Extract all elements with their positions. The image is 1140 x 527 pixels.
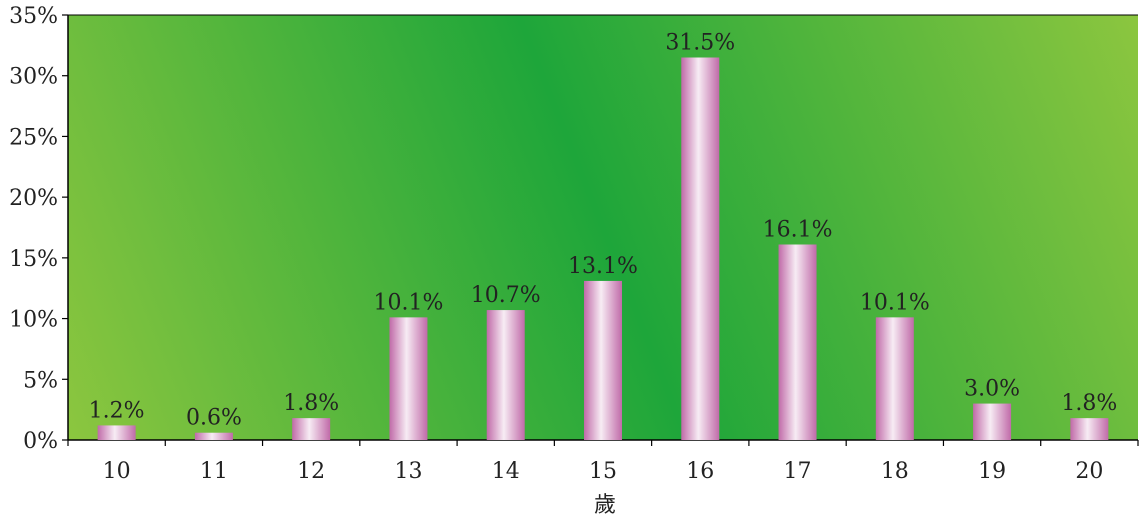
x-tick-label: 19 (978, 459, 1006, 484)
bars (97, 57, 1109, 440)
x-tick-label: 15 (589, 459, 617, 484)
bar (875, 317, 914, 440)
data-label: 3.0% (964, 377, 1020, 402)
x-axis: 10 11 12 13 14 15 16 17 18 19 20 (67, 439, 1139, 484)
x-tick-label: 11 (200, 459, 228, 484)
y-axis: 0% 5% 10% 15% 20% 25% 30% 35% (9, 4, 1138, 454)
y-tick-label: 15% (9, 247, 58, 272)
x-tick-label: 12 (297, 459, 325, 484)
bar (681, 57, 720, 440)
data-label: 1.8% (1061, 391, 1117, 416)
x-tick-label: 10 (103, 459, 131, 484)
x-tick-label: 18 (881, 459, 909, 484)
x-tick-label: 13 (394, 459, 422, 484)
y-tick-label: 35% (9, 4, 58, 29)
x-axis-title: 歲 (594, 493, 616, 518)
data-label: 31.5% (665, 31, 735, 56)
bar (1070, 418, 1109, 440)
data-label: 10.1% (374, 290, 444, 315)
bar (778, 244, 817, 440)
y-tick-label: 25% (9, 125, 58, 150)
x-tick-label: 20 (1075, 459, 1103, 484)
x-tick-label: 17 (784, 459, 812, 484)
bar (389, 317, 428, 440)
data-label: 1.2% (89, 398, 145, 423)
y-tick-label: 10% (9, 308, 58, 333)
bar (97, 425, 136, 440)
bar (584, 280, 622, 440)
data-label: 1.8% (283, 391, 339, 416)
bar (486, 310, 525, 440)
y-tick-label: 0% (23, 429, 58, 454)
y-tick-label: 20% (9, 186, 58, 211)
data-label: 13.1% (568, 254, 638, 279)
data-labels: 1.2% 0.6% 1.8% 10.1% 10.7% 13.1% 31.5% 16.1% 10.… (89, 31, 1118, 431)
data-label: 10.1% (860, 290, 930, 315)
x-tick-label: 14 (492, 459, 520, 484)
y-tick-label: 5% (23, 368, 58, 393)
bar (292, 418, 331, 440)
data-label: 10.7% (471, 283, 541, 308)
x-tick-label: 16 (686, 459, 714, 484)
bar (194, 432, 233, 440)
bar (973, 403, 1012, 440)
data-label: 0.6% (186, 406, 242, 431)
y-tick-label: 30% (9, 65, 58, 90)
data-label: 16.1% (763, 218, 833, 243)
